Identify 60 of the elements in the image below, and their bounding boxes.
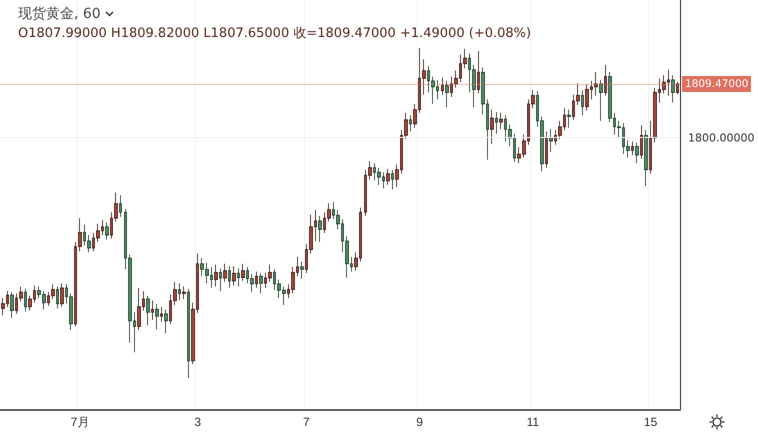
candlestick <box>137 287 141 331</box>
candlestick <box>644 130 648 187</box>
candlestick <box>151 300 154 320</box>
candlestick <box>119 194 122 218</box>
candlestick <box>232 266 236 286</box>
candlestick <box>499 112 503 130</box>
candlestick <box>631 141 634 156</box>
x-tick-label: 9 <box>416 415 424 429</box>
candlestick <box>585 84 589 111</box>
candlestick <box>237 268 240 287</box>
candlestick <box>581 90 584 116</box>
candlestick <box>241 263 245 282</box>
candlestick <box>377 167 381 186</box>
x-tick-label: 11 <box>526 415 540 429</box>
candlestick <box>187 288 190 378</box>
candlestick <box>386 168 390 186</box>
candlestick <box>635 142 639 164</box>
candlestick <box>567 109 571 128</box>
candlestick <box>318 215 322 242</box>
candlestick <box>445 80 449 108</box>
candlestick <box>259 272 263 294</box>
candlestick <box>300 261 304 280</box>
candlestick <box>599 79 603 122</box>
candlestick <box>391 170 394 190</box>
candlestick <box>676 81 679 95</box>
x-tick-label: 3 <box>194 415 202 429</box>
candlestick <box>490 109 494 144</box>
text: 1800.00000 <box>687 130 756 146</box>
candlestick <box>671 74 675 104</box>
candlestick <box>105 222 109 240</box>
candlestick <box>219 268 222 292</box>
x-tick-label: 7月 <box>70 415 90 429</box>
candlestick <box>178 282 181 301</box>
candlestick <box>228 266 231 288</box>
x-tick-label: 15 <box>644 415 658 429</box>
candlestick <box>640 125 643 160</box>
candlestick <box>10 292 14 318</box>
text: O1807.99000 H1809.82000 L1807.65000 收=1809.47000 +1.49000 (+0.08%) <box>18 25 532 43</box>
candlestick <box>549 128 553 152</box>
x-tick-label: 7 <box>303 415 310 429</box>
candlestick <box>441 77 444 96</box>
candlestick <box>223 263 227 282</box>
candlestick <box>545 130 548 168</box>
candlestick <box>164 308 168 334</box>
candlestick <box>477 50 480 94</box>
candlestick <box>160 306 163 322</box>
candlestick <box>155 303 159 330</box>
candlestick <box>594 72 598 96</box>
candlestick <box>255 271 258 288</box>
candlestick <box>146 295 150 326</box>
candlestick <box>214 264 218 287</box>
candlestick <box>60 282 64 308</box>
candlestick <box>24 288 27 312</box>
candlestick <box>495 112 498 134</box>
candlestick <box>182 286 186 300</box>
candlestick <box>56 286 59 309</box>
text: 1809.47000 <box>682 76 752 92</box>
candlestick <box>604 64 607 96</box>
chart-title: 现货黄金, 60 <box>18 5 101 24</box>
candlestick <box>409 114 412 132</box>
